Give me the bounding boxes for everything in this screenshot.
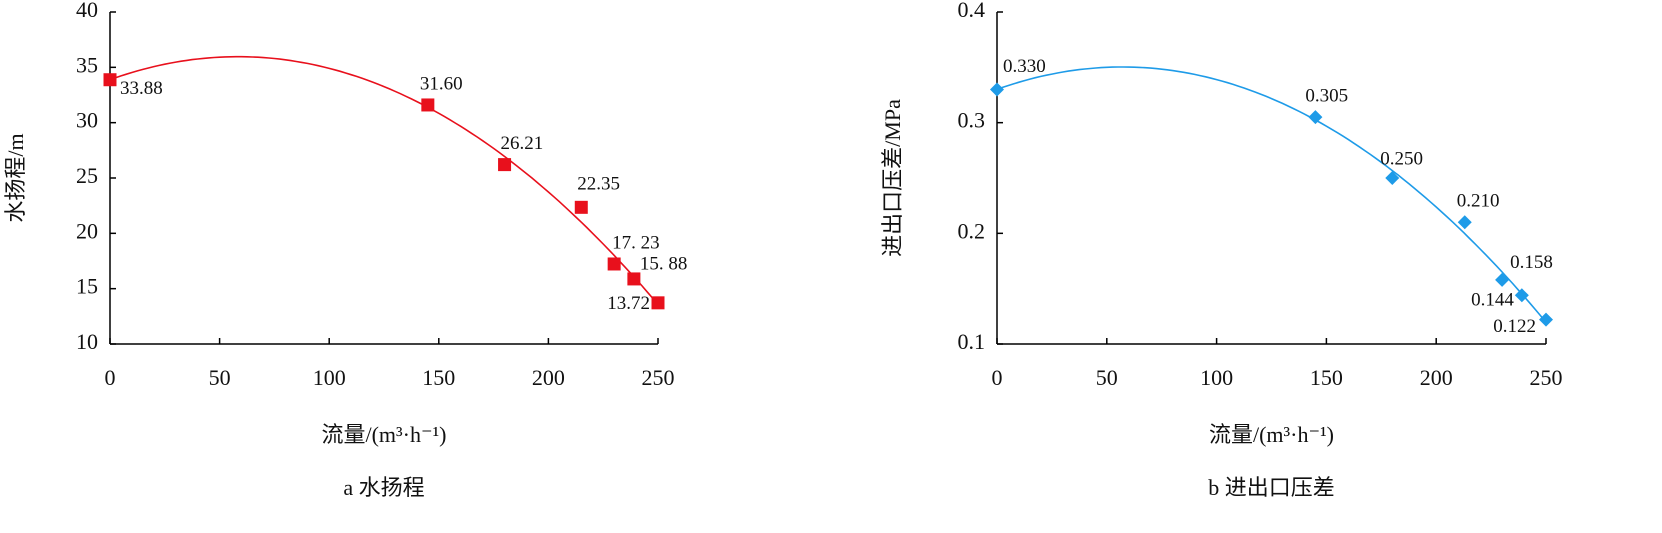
x-tick-label: 100 — [1200, 365, 1233, 390]
point — [627, 272, 641, 286]
trendline — [996, 66, 1547, 323]
caption: a 水扬程 — [343, 475, 424, 500]
data-label: 0.330 — [1003, 56, 1046, 77]
y-tick-label: 0.4 — [958, 0, 986, 22]
point — [1457, 215, 1472, 230]
data-label: 22.35 — [577, 174, 620, 195]
point — [574, 200, 588, 214]
data-label: 0.158 — [1510, 252, 1553, 273]
y-tick-label: 20 — [76, 218, 98, 243]
data-label: 0.144 — [1471, 290, 1514, 311]
y-tick-label: 15 — [76, 274, 98, 299]
y-tick-label: 0.2 — [958, 218, 986, 243]
data-label: 0.122 — [1493, 316, 1536, 337]
x-tick-label: 150 — [1310, 365, 1343, 390]
caption: b 进出口压差 — [1208, 475, 1335, 500]
x-tick-label: 250 — [1530, 365, 1563, 390]
x-axis-label: 流量/(m³·h⁻¹) — [321, 422, 446, 447]
y-tick-label: 0.3 — [958, 108, 986, 133]
y-axis-label: 水扬程/m — [3, 133, 28, 222]
y-tick-label: 35 — [76, 52, 98, 77]
data-label: 17. 23 — [612, 232, 660, 253]
y-axis-label: 进出口压差/MPa — [880, 99, 905, 257]
point — [1539, 312, 1553, 327]
x-tick-label: 100 — [313, 365, 346, 390]
x-tick-label: 0 — [105, 365, 116, 390]
x-tick-label: 250 — [642, 365, 675, 390]
x-tick-label: 150 — [422, 365, 455, 390]
data-label: 0.305 — [1305, 85, 1348, 106]
point — [1495, 272, 1510, 287]
data-label: 0.210 — [1457, 191, 1500, 212]
point — [103, 73, 117, 87]
x-tick-label: 50 — [209, 365, 231, 390]
point — [990, 82, 1004, 97]
point — [607, 257, 621, 271]
point — [421, 98, 435, 112]
x-tick-label: 200 — [1420, 365, 1453, 390]
x-axis-label: 流量/(m³·h⁻¹) — [1209, 422, 1334, 447]
y-tick-label: 0.1 — [958, 329, 986, 354]
x-tick-label: 50 — [1096, 365, 1118, 390]
trendline — [109, 55, 659, 305]
point — [1385, 171, 1400, 185]
point — [1514, 288, 1529, 303]
data-label: 31.60 — [420, 73, 463, 94]
data-label: 26.21 — [501, 133, 544, 154]
y-tick-label: 10 — [76, 329, 98, 354]
y-tick-label: 30 — [76, 108, 98, 133]
x-tick-label: 0 — [992, 365, 1003, 390]
y-tick-label: 40 — [76, 0, 98, 22]
y-tick-label: 25 — [76, 163, 98, 188]
data-label: 0.250 — [1380, 148, 1423, 169]
data-label: 15. 88 — [640, 253, 688, 274]
data-label: 33.88 — [120, 78, 163, 99]
x-tick-label: 200 — [532, 365, 565, 390]
data-label: 13.72 — [607, 293, 650, 314]
point — [498, 158, 512, 172]
point — [1308, 110, 1323, 125]
point — [651, 296, 665, 310]
